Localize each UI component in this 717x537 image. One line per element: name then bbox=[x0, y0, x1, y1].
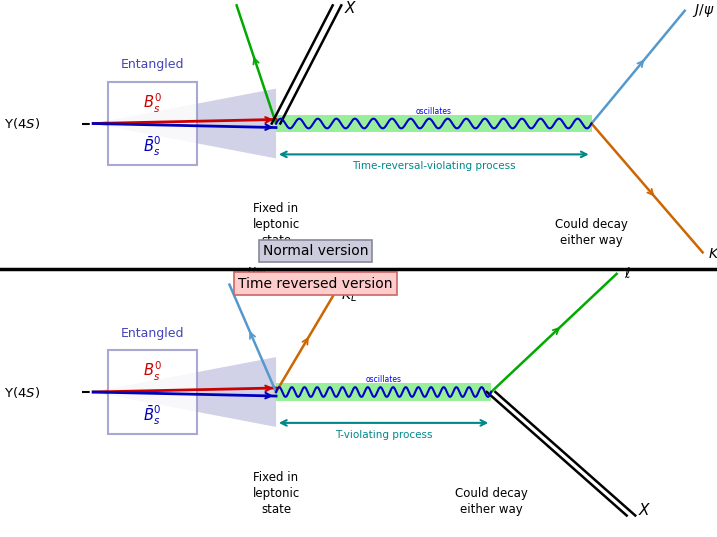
Text: Fixed in
leptonic
state: Fixed in leptonic state bbox=[252, 470, 300, 516]
Text: $J/\psi$: $J/\psi$ bbox=[244, 265, 266, 282]
Text: $J/\psi$: $J/\psi$ bbox=[692, 2, 714, 19]
Text: T-violating process: T-violating process bbox=[335, 430, 432, 440]
Text: Time-reversal-violating process: Time-reversal-violating process bbox=[352, 161, 516, 171]
Bar bbox=[276, 115, 592, 132]
FancyBboxPatch shape bbox=[108, 82, 197, 165]
Text: $\bar{B}_s^0$: $\bar{B}_s^0$ bbox=[143, 403, 161, 426]
Text: $\Upsilon(4S)$: $\Upsilon(4S)$ bbox=[4, 116, 39, 131]
Text: Could decay
either way: Could decay either way bbox=[455, 487, 528, 516]
Polygon shape bbox=[93, 357, 276, 427]
Text: $\Upsilon(4S)$: $\Upsilon(4S)$ bbox=[4, 384, 39, 400]
Text: $X$: $X$ bbox=[638, 502, 652, 518]
Text: Normal version: Normal version bbox=[262, 244, 369, 258]
Text: $B_s^0$: $B_s^0$ bbox=[143, 92, 162, 115]
Text: $K_s$: $K_s$ bbox=[708, 247, 717, 264]
Text: $\bar{B}_s^0$: $\bar{B}_s^0$ bbox=[143, 135, 161, 158]
Text: $K_L$: $K_L$ bbox=[341, 287, 356, 303]
Text: Time reversed version: Time reversed version bbox=[238, 277, 393, 291]
Text: Could decay
either way: Could decay either way bbox=[555, 218, 628, 247]
Text: $B_s^0$: $B_s^0$ bbox=[143, 360, 162, 383]
Text: Fixed in
leptonic
state: Fixed in leptonic state bbox=[252, 202, 300, 247]
Text: Entangled: Entangled bbox=[120, 58, 184, 71]
Polygon shape bbox=[93, 89, 276, 158]
Text: Entangled: Entangled bbox=[120, 326, 184, 340]
Text: oscillates: oscillates bbox=[366, 375, 402, 384]
Text: $\ell^+$: $\ell^+$ bbox=[215, 0, 233, 3]
Text: $X$: $X$ bbox=[344, 0, 358, 16]
Text: $\ell^-$: $\ell^-$ bbox=[624, 266, 642, 281]
FancyBboxPatch shape bbox=[108, 350, 197, 434]
Bar bbox=[276, 383, 491, 401]
Text: oscillates: oscillates bbox=[416, 107, 452, 115]
